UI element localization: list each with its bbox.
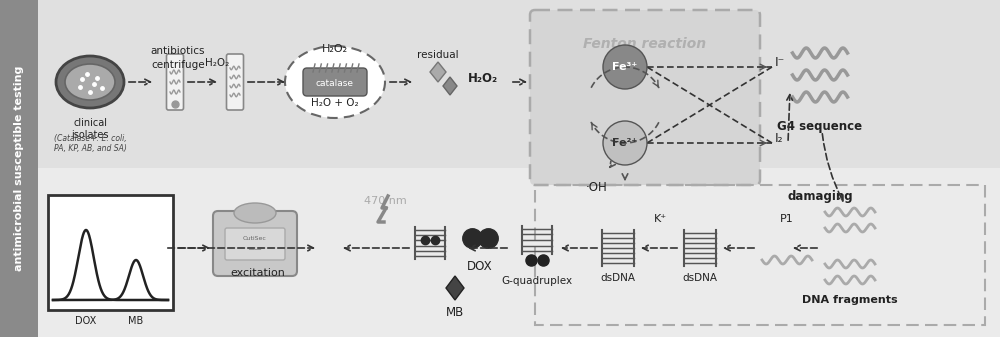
Text: H₂O₂: H₂O₂ (468, 71, 498, 85)
Text: H₂O₂: H₂O₂ (205, 58, 229, 68)
Text: antibiotics: antibiotics (151, 46, 205, 56)
Text: antimicrobial susceptible testing: antimicrobial susceptible testing (14, 65, 24, 271)
Text: K⁺: K⁺ (653, 214, 667, 224)
Text: H₂O + O₂: H₂O + O₂ (311, 98, 359, 108)
Text: MB: MB (128, 316, 144, 326)
Text: dsDNA: dsDNA (682, 273, 718, 283)
Text: dsDNA: dsDNA (600, 273, 636, 283)
Polygon shape (38, 0, 1000, 337)
Text: Fe³⁺: Fe³⁺ (612, 62, 638, 72)
Circle shape (603, 45, 647, 89)
Polygon shape (443, 77, 457, 95)
FancyBboxPatch shape (48, 195, 173, 310)
Text: Fe²⁺: Fe²⁺ (612, 138, 638, 148)
Ellipse shape (56, 56, 124, 108)
FancyBboxPatch shape (226, 54, 244, 110)
Circle shape (603, 121, 647, 165)
Text: clinical
isolates: clinical isolates (71, 118, 109, 140)
Text: excitation: excitation (231, 268, 285, 278)
Text: ·OH: ·OH (586, 181, 608, 194)
Text: catalase: catalase (316, 80, 354, 89)
Ellipse shape (285, 46, 385, 118)
Text: G-quadruplex: G-quadruplex (501, 276, 573, 286)
Ellipse shape (65, 64, 115, 100)
Text: Fenton reaction: Fenton reaction (583, 37, 707, 51)
Text: 470 nm: 470 nm (364, 196, 406, 206)
Text: I₂: I₂ (775, 131, 784, 145)
Polygon shape (0, 0, 38, 337)
Text: DNA fragments: DNA fragments (802, 295, 898, 305)
Text: residual: residual (417, 50, 459, 60)
Text: ━━━━: ━━━━ (248, 247, 262, 252)
Text: MB: MB (446, 306, 464, 319)
Polygon shape (446, 276, 464, 300)
Text: H₂O₂: H₂O₂ (322, 44, 348, 54)
Text: (Catalase+: E. coli,
PA, KP, AB, and SA): (Catalase+: E. coli, PA, KP, AB, and SA) (54, 134, 126, 153)
FancyBboxPatch shape (225, 228, 285, 260)
FancyBboxPatch shape (166, 54, 184, 110)
Polygon shape (430, 62, 446, 82)
FancyBboxPatch shape (213, 211, 297, 276)
Polygon shape (38, 168, 1000, 337)
Text: DOX: DOX (467, 260, 493, 273)
Text: P1: P1 (780, 214, 794, 224)
FancyBboxPatch shape (303, 68, 367, 96)
Text: damaging: damaging (787, 190, 853, 203)
Text: G4 sequence: G4 sequence (777, 120, 863, 133)
Ellipse shape (234, 203, 276, 223)
Text: CutiSec: CutiSec (243, 236, 267, 241)
FancyBboxPatch shape (530, 10, 760, 185)
Text: DOX: DOX (75, 316, 97, 326)
Text: centrifuge: centrifuge (151, 60, 205, 70)
Text: I⁻: I⁻ (775, 56, 785, 68)
